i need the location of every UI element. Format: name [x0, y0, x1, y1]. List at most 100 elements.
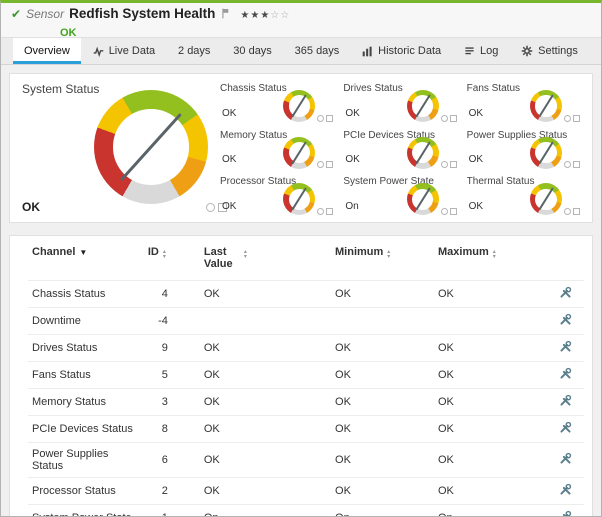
- popout-icon[interactable]: [326, 208, 334, 215]
- cell-minimum: OK: [331, 361, 434, 389]
- cell-channel[interactable]: Drives Status: [28, 334, 144, 362]
- table-row[interactable]: Chassis Status 4 OK OK OK: [28, 280, 584, 308]
- cell-maximum: [433, 307, 538, 335]
- popout-icon[interactable]: [326, 114, 334, 122]
- time-icon[interactable]: [564, 161, 571, 169]
- time-icon[interactable]: [440, 161, 448, 169]
- time-icon[interactable]: [317, 208, 325, 215]
- cell-maximum: OK: [433, 280, 538, 308]
- channel-settings-icon[interactable]: [559, 483, 572, 499]
- cell-last-value: OK: [199, 334, 332, 362]
- tab-label: Historic Data: [378, 45, 442, 57]
- channel-settings-icon[interactable]: [559, 394, 572, 410]
- tab-label: Log: [479, 45, 499, 57]
- tab-label: Settings: [538, 45, 578, 57]
- channel-settings-icon[interactable]: [559, 421, 572, 437]
- priority-flag-icon[interactable]: [222, 6, 229, 24]
- tab-overview[interactable]: Overview: [13, 38, 81, 64]
- table-row[interactable]: Memory Status 3 OK OK OK: [28, 388, 584, 416]
- popout-icon[interactable]: [449, 114, 457, 122]
- tab-settings[interactable]: Settings: [510, 38, 589, 64]
- time-icon[interactable]: [317, 114, 325, 122]
- channel-settings-icon[interactable]: [559, 452, 572, 468]
- time-icon[interactable]: [564, 114, 571, 122]
- column-label: Maximum: [437, 246, 489, 258]
- cell-last-value: On: [199, 504, 332, 516]
- popout-icon[interactable]: [573, 208, 580, 215]
- popout-icon[interactable]: [449, 161, 457, 169]
- historic-data-icon: [362, 46, 373, 57]
- tab-365-days[interactable]: 365 days: [284, 38, 351, 64]
- cell-channel[interactable]: Processor Status: [28, 477, 144, 505]
- tab-bar: Overview Live Data 2 days 30 days 365 da…: [1, 37, 601, 65]
- tab-log[interactable]: Log: [453, 38, 509, 64]
- sensor-status-text: OK: [60, 27, 77, 39]
- sensor-header: ✔ Sensor Redfish System Health ★★★☆☆ OK: [1, 3, 601, 39]
- tab-2-days[interactable]: 2 days: [167, 38, 221, 64]
- table-row[interactable]: Power Supplies Status 6 OK OK OK: [28, 442, 584, 478]
- column-header-minimum[interactable]: Minimum ▴ ▾: [331, 238, 434, 281]
- priority-stars[interactable]: ★★★☆☆: [240, 10, 290, 21]
- time-icon[interactable]: [440, 114, 448, 122]
- mini-gauge-label: Drives Status: [343, 83, 403, 94]
- channel-settings-icon[interactable]: [559, 286, 572, 302]
- column-header-maximum[interactable]: Maximum ▴ ▾: [434, 238, 537, 281]
- channel-settings-icon[interactable]: [559, 510, 572, 516]
- cell-channel[interactable]: PCIe Devices Status: [28, 415, 144, 443]
- table-row[interactable]: Drives Status 9 OK OK OK: [28, 334, 584, 362]
- mini-gauge-value: OK: [468, 201, 484, 212]
- popout-icon[interactable]: [573, 114, 580, 122]
- column-header-channel[interactable]: Channel ▼: [28, 238, 144, 281]
- popout-icon[interactable]: [218, 203, 227, 212]
- cell-channel[interactable]: Fans Status: [28, 361, 144, 389]
- mini-gauge-label: System Power State: [343, 176, 434, 188]
- cell-channel[interactable]: Downtime: [28, 307, 144, 335]
- tab-live-data[interactable]: Live Data: [82, 38, 166, 64]
- cell-maximum: OK: [433, 415, 538, 443]
- tab-label: 30 days: [233, 45, 272, 57]
- cell-id: 3: [143, 388, 200, 416]
- popout-icon[interactable]: [573, 161, 580, 169]
- main-gauge-value: OK: [22, 200, 40, 214]
- table-row[interactable]: Processor Status 2 OK OK OK: [28, 477, 584, 505]
- cell-channel[interactable]: Chassis Status: [28, 280, 144, 308]
- column-label: ID: [147, 246, 159, 258]
- tab-label: Live Data: [108, 45, 156, 57]
- channel-settings-icon[interactable]: [559, 313, 572, 329]
- table-row[interactable]: Downtime -4: [28, 307, 584, 335]
- channel-settings-icon[interactable]: [559, 340, 572, 356]
- cell-maximum: OK: [433, 334, 538, 362]
- column-header-last-value[interactable]: Last Value ▴ ▾: [200, 238, 331, 281]
- cell-channel[interactable]: Power Supplies Status: [28, 442, 144, 478]
- mini-gauge-fans-status: Fans Status OK: [467, 78, 584, 125]
- cell-last-value: OK: [199, 280, 332, 308]
- mini-gauge-memory-status: Memory Status OK: [220, 125, 337, 172]
- mini-gauge-value: OK: [345, 154, 360, 166]
- mini-gauge: [530, 136, 562, 169]
- table-row[interactable]: System Power State 1 On On On: [28, 504, 584, 516]
- column-header-id[interactable]: ID ▴ ▾: [144, 238, 200, 281]
- sort-caret-icon: ▼: [79, 248, 88, 257]
- cell-channel[interactable]: System Power State: [28, 504, 144, 516]
- cell-last-value: OK: [199, 442, 332, 478]
- popout-icon[interactable]: [449, 208, 457, 215]
- table-row[interactable]: Fans Status 5 OK OK OK: [28, 361, 584, 389]
- mini-gauge-drives-status: Drives Status OK: [343, 78, 460, 125]
- tab-historic-data[interactable]: Historic Data: [351, 38, 452, 64]
- time-icon[interactable]: [564, 208, 571, 215]
- tab-label: Overview: [24, 45, 70, 57]
- time-icon[interactable]: [440, 208, 448, 215]
- mini-gauge-processor-status: Processor Status OK: [220, 171, 337, 218]
- table-row[interactable]: PCIe Devices Status 8 OK OK OK: [28, 415, 584, 443]
- time-icon[interactable]: [317, 161, 325, 169]
- time-icon[interactable]: [206, 203, 215, 212]
- cell-minimum: OK: [331, 477, 434, 505]
- tab-30-days[interactable]: 30 days: [222, 38, 283, 64]
- content-area: System Status OK Chassis Status OK Drive…: [1, 65, 601, 516]
- mini-gauge-value: OK: [345, 107, 360, 119]
- cell-channel[interactable]: Memory Status: [28, 388, 144, 416]
- mini-gauge-label: Chassis Status: [220, 83, 287, 94]
- popout-icon[interactable]: [326, 161, 334, 169]
- gauge-option-icons: [564, 161, 580, 169]
- channel-settings-icon[interactable]: [559, 367, 572, 383]
